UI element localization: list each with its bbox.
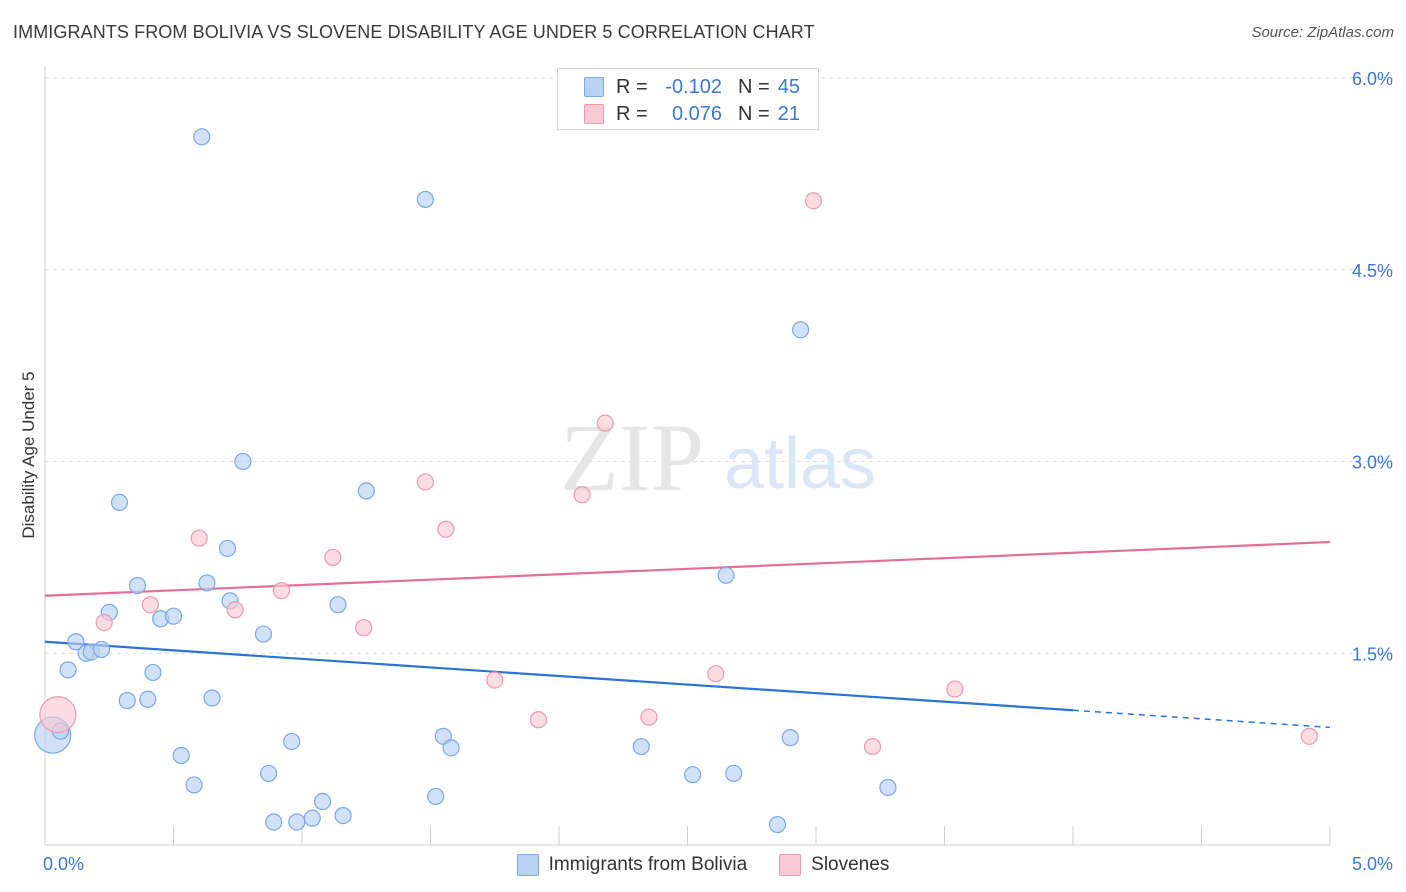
point-bolivia [684, 766, 702, 784]
point-bolivia [313, 792, 332, 811]
legend-item-bolivia[interactable]: Immigrants from Bolivia [516, 854, 748, 876]
legend-row-bolivia: R = -0.102 N = 45 [584, 74, 800, 100]
tick-labels: 1.5% 3.0% 4.5% 6.0% 0.0% 5.0% [43, 69, 1393, 874]
legend-swatch-blue [516, 854, 539, 876]
legend-r-value: -0.102 [665, 75, 722, 98]
point-slovenes [416, 473, 434, 491]
point-bolivia [791, 321, 810, 339]
legend-swatch-blue [584, 77, 604, 97]
point-bolivia [265, 813, 283, 831]
legend-item-slovenes[interactable]: Slovenes [779, 854, 889, 876]
legend-swatch-pink [584, 104, 604, 124]
point-bolivia [334, 806, 352, 825]
x-tick-label: 5.0% [1352, 854, 1393, 874]
point-slovenes [946, 680, 964, 698]
point-bolivia [725, 764, 743, 783]
trend-lines [44, 540, 1331, 729]
y-tick-label: 1.5% [1352, 644, 1393, 664]
point-bolivia [128, 576, 147, 595]
point-bolivia [879, 778, 897, 797]
y-tick-label: 3.0% [1352, 453, 1393, 473]
point-slovenes [640, 708, 658, 726]
point-bolivia [632, 737, 650, 756]
point-bolivia [781, 729, 799, 747]
legend-n-value: 21 [777, 102, 800, 125]
point-slovenes [573, 486, 591, 504]
point-bolivia [357, 482, 375, 500]
chart-title: IMMIGRANTS FROM BOLIVIA VS SLOVENE DISAB… [13, 22, 815, 42]
point-bolivia [259, 764, 278, 783]
y-axis-label: Disability Age Under 5 [19, 371, 38, 538]
legend-label-slovenes: Slovenes [811, 854, 890, 875]
point-bolivia [193, 128, 211, 146]
point-bolivia [67, 633, 85, 651]
point-slovenes [596, 414, 614, 432]
point-bolivia [234, 452, 252, 471]
point-slovenes [226, 601, 244, 619]
point-slovenes [272, 582, 291, 600]
point-bolivia [164, 607, 183, 625]
point-slovenes [437, 520, 455, 538]
point-bolivia [59, 661, 77, 679]
legend-swatch-pink [779, 854, 802, 876]
point-bolivia [110, 493, 129, 512]
point-bolivia [768, 815, 787, 834]
x-tick-label: 0.0% [43, 854, 84, 874]
point-bolivia [254, 625, 273, 643]
point-bolivia [139, 690, 157, 708]
point-slovenes [355, 619, 373, 637]
point-bolivia [288, 813, 306, 831]
point-bolivia [283, 732, 301, 751]
point-slovenes [95, 613, 113, 632]
point-slovenes [529, 711, 548, 729]
point-bolivia [185, 776, 203, 794]
point-slovenes [141, 596, 159, 614]
point-bolivia [198, 574, 216, 592]
point-slovenes [190, 529, 208, 547]
point-slovenes [324, 548, 342, 566]
y-tick-label: 4.5% [1352, 261, 1393, 281]
point-bolivia [329, 596, 347, 614]
y-tick-label: 6.0% [1352, 69, 1393, 89]
point-bolivia [144, 663, 162, 682]
point-bolivia [416, 190, 434, 209]
trend-line-bolivia [44, 640, 1074, 712]
trend-line-slovenes [44, 540, 1331, 597]
point-bolivia [303, 809, 321, 827]
source-credit: Source: ZipAtlas.com [1251, 24, 1394, 41]
trend-line-bolivia-extension [1072, 709, 1331, 729]
point-bolivia [717, 566, 735, 584]
point-slovenes [39, 696, 77, 734]
watermark-atlas: atlas [724, 424, 876, 504]
stats-legend: R = -0.102 N = 45 R = 0.076 N = 21 [557, 68, 819, 130]
data-points [34, 86, 1319, 834]
legend-n-label: N = [738, 75, 770, 98]
legend-row-slovenes: R = 0.076 N = 21 [584, 101, 800, 127]
point-bolivia [92, 640, 111, 659]
point-bolivia [203, 689, 221, 707]
point-slovenes [1300, 727, 1319, 745]
legend-n-value: 45 [777, 75, 800, 98]
legend-n-label: N = [738, 102, 770, 125]
point-bolivia [442, 739, 460, 757]
legend-label-bolivia: Immigrants from Bolivia [548, 854, 748, 875]
point-bolivia [118, 691, 136, 710]
legend-r-label: R = [616, 75, 648, 98]
point-slovenes [486, 671, 504, 689]
point-slovenes [804, 192, 823, 210]
point-slovenes [707, 665, 725, 683]
legend-r-value: 0.076 [671, 102, 722, 125]
series-legend: Immigrants from Bolivia Slovenes [0, 852, 1406, 878]
point-slovenes [863, 737, 882, 756]
point-bolivia [172, 746, 190, 765]
point-bolivia [218, 539, 237, 558]
legend-r-label: R = [616, 102, 648, 125]
point-bolivia [427, 787, 445, 806]
